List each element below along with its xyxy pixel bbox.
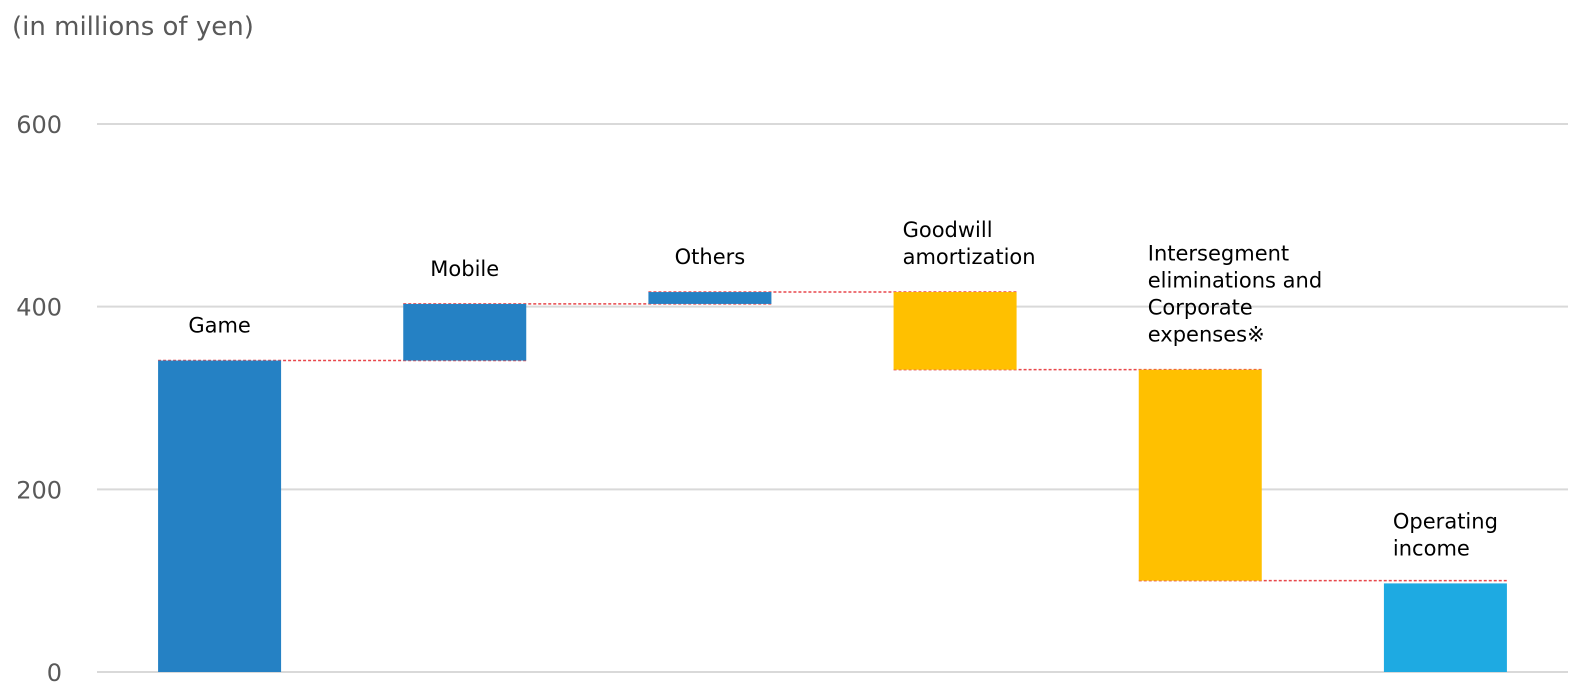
- y-axis-ticks: 0 200 400 600: [16, 111, 62, 687]
- category-label-line: amortization: [903, 245, 1036, 269]
- category-label-line: expenses※: [1148, 323, 1265, 347]
- category-label: Mobile: [430, 257, 499, 281]
- bar-intersegment: [1138, 369, 1262, 581]
- bar-mobile: [403, 303, 527, 361]
- y-tick-label: 0: [47, 659, 62, 687]
- category-label-line: Corporate: [1148, 296, 1253, 320]
- y-tick-label: 400: [16, 294, 62, 322]
- y-tick-label: 200: [16, 476, 62, 504]
- category-label-line: Game: [188, 314, 251, 338]
- category-label: Others: [675, 245, 746, 269]
- category-label-line: eliminations and: [1148, 269, 1322, 293]
- category-label-line: Goodwill: [903, 218, 993, 242]
- category-labels: Game Mobile Others Goodwill amortization Inte…: [188, 218, 1498, 560]
- bar-operating: [1383, 583, 1507, 672]
- category-label-line: Others: [675, 245, 746, 269]
- category-label-line: income: [1393, 536, 1470, 560]
- bars: [158, 292, 1507, 672]
- category-label-line: Operating: [1393, 509, 1498, 533]
- category-label: Game: [188, 314, 251, 338]
- bar-game: [158, 360, 282, 672]
- y-tick-label: 600: [16, 111, 62, 139]
- category-label: Operating income: [1393, 509, 1498, 560]
- category-label: Goodwill amortization: [903, 218, 1036, 269]
- connector-lines: [158, 291, 1507, 582]
- category-label: Intersegment eliminations and Corporate exp…: [1148, 242, 1322, 347]
- bar-goodwill: [893, 292, 1017, 370]
- gridlines: [97, 123, 1568, 673]
- unit-label: (in millions of yen): [12, 12, 254, 42]
- category-label-line: Mobile: [430, 257, 499, 281]
- category-label-line: Intersegment: [1148, 242, 1289, 266]
- bar-others: [648, 292, 772, 304]
